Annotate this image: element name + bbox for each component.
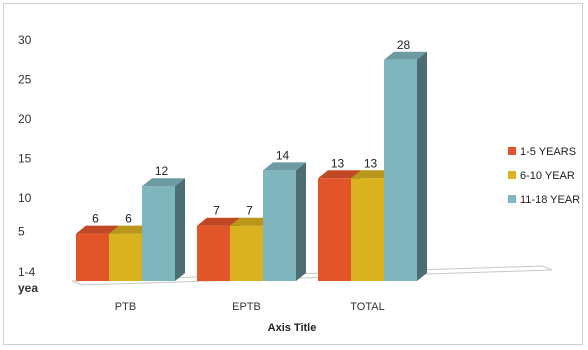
y-extra-label: 1-4 bbox=[18, 265, 36, 279]
y-tick-label: 25 bbox=[18, 73, 32, 87]
data-label: 12 bbox=[155, 164, 169, 178]
data-label: 13 bbox=[331, 156, 345, 170]
y-tick-label: 5 bbox=[18, 225, 25, 239]
bar bbox=[197, 225, 230, 281]
bar-top bbox=[76, 225, 119, 234]
bar bbox=[351, 178, 384, 281]
bar-top bbox=[230, 217, 273, 226]
category-label: PTB bbox=[115, 301, 136, 313]
bar bbox=[318, 178, 351, 281]
bar-top bbox=[197, 217, 240, 226]
legend-swatch bbox=[508, 195, 516, 203]
y-tick-label: 30 bbox=[18, 33, 32, 47]
bar bbox=[263, 170, 296, 281]
bar-side bbox=[175, 178, 185, 281]
bar-top bbox=[318, 170, 361, 179]
chart-frame: 6 6 12 7 7 14 13 13 28 30 25 20 15 10 5 1-4 yea PTB EPTB T… bbox=[3, 3, 583, 345]
legend-label: 6-10 YEAR bbox=[520, 170, 575, 182]
bar bbox=[142, 186, 175, 281]
y-tick-label: 15 bbox=[18, 152, 32, 166]
bar bbox=[76, 233, 109, 281]
bar bbox=[384, 59, 417, 281]
category-label: EPTB bbox=[232, 301, 261, 313]
bar-top bbox=[263, 162, 306, 171]
data-label: 14 bbox=[276, 148, 290, 162]
y-extra-label: yea bbox=[18, 281, 38, 295]
data-label: 6 bbox=[125, 212, 132, 226]
bar bbox=[109, 233, 142, 281]
bar-top bbox=[384, 51, 427, 60]
legend-swatch bbox=[508, 171, 516, 179]
y-tick-label: 10 bbox=[18, 191, 32, 205]
data-label: 6 bbox=[92, 212, 99, 226]
x-axis-title: Axis Title bbox=[268, 322, 317, 334]
bar-top bbox=[351, 170, 394, 179]
bar-top bbox=[142, 178, 185, 187]
bar-top bbox=[109, 225, 152, 234]
bar-chart: 6 6 12 7 7 14 13 13 28 30 25 20 15 10 5 1-4 yea PTB EPTB T… bbox=[18, 33, 580, 334]
y-tick-label: 20 bbox=[18, 112, 32, 126]
data-label: 7 bbox=[246, 204, 253, 218]
bar-side bbox=[296, 162, 306, 281]
legend-label: 11-18 YEAR bbox=[520, 194, 580, 206]
data-label: 7 bbox=[213, 204, 220, 218]
data-label: 13 bbox=[364, 156, 378, 170]
data-label: 28 bbox=[397, 38, 411, 52]
bar bbox=[230, 225, 263, 281]
legend-swatch bbox=[508, 147, 516, 155]
bar-side bbox=[417, 51, 427, 281]
legend-label: 1-5 YEARS bbox=[520, 146, 576, 158]
category-label: TOTAL bbox=[350, 301, 384, 313]
